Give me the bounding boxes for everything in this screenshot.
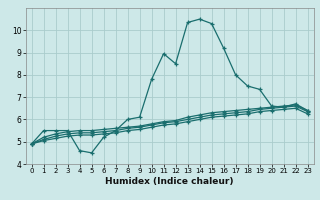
- X-axis label: Humidex (Indice chaleur): Humidex (Indice chaleur): [105, 177, 234, 186]
